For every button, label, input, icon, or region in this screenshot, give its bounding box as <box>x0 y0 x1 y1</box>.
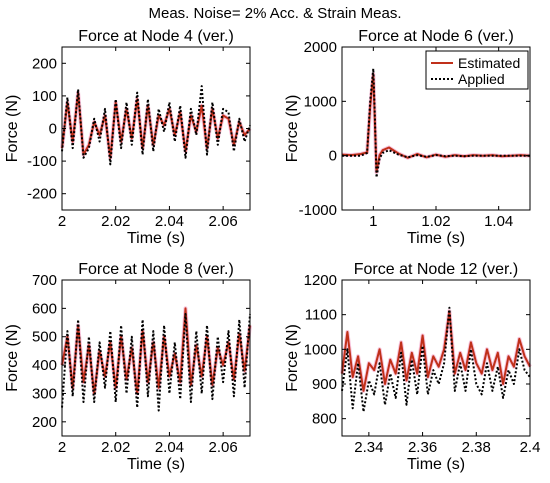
series-applied-line <box>342 67 530 179</box>
x-tick-label: 2.38 <box>462 439 491 456</box>
subplot-title: Force at Node 12 (ver.) <box>354 261 519 278</box>
y-tick-label: 0 <box>329 148 337 165</box>
x-tick-label: 2.04 <box>155 439 184 456</box>
y-tick-label: 200 <box>32 414 57 431</box>
axes-frame <box>341 279 531 437</box>
y-tick-label: 900 <box>312 376 337 393</box>
x-axis-label: Time (s) <box>127 230 185 247</box>
x-tick-label: 2.4 <box>520 439 541 456</box>
legend-label-applied: Applied <box>458 71 505 87</box>
y-tick-label: -200 <box>27 186 57 203</box>
y-tick-label: -100 <box>27 153 57 170</box>
x-tick-label: 2.06 <box>209 439 238 456</box>
y-tick-label: 1200 <box>304 272 337 289</box>
y-tick-label: 400 <box>32 357 57 374</box>
figure-title: Meas. Noise= 2% Acc. & Strain Meas. <box>148 5 401 22</box>
x-axis-label: Time (s) <box>127 456 185 473</box>
subplot-title: Force at Node 4 (ver.) <box>78 28 234 45</box>
y-tick-label: 2000 <box>304 39 337 56</box>
y-tick-label: 200 <box>32 55 57 72</box>
y-tick-label: 1100 <box>305 307 337 324</box>
x-tick-label: 2 <box>58 439 66 456</box>
x-tick-label: 2.04 <box>155 213 184 230</box>
y-tick-label: 700 <box>32 272 57 289</box>
y-tick-label: 500 <box>32 329 57 346</box>
legend-box <box>425 50 529 90</box>
y-tick-label: 600 <box>32 300 57 317</box>
axes-frame <box>61 279 251 437</box>
series-applied-line <box>61 85 251 166</box>
y-tick-label: -1000 <box>299 202 337 219</box>
subplot-grid: Force at Node 4 (ver.) 2 2.02 2.04 2.06 -200 -… <box>4 28 540 473</box>
x-axis-label: Time (s) <box>407 230 465 247</box>
y-tick-label: 1000 <box>304 93 337 110</box>
x-tick-label: 2.02 <box>101 439 130 456</box>
x-tick-label: 1.02 <box>421 213 450 230</box>
subplot-3: Force at Node 8 (ver.) 2 2.02 2.04 2.06 200 30… <box>4 261 252 473</box>
y-axis-label: Force (N) <box>4 324 21 392</box>
y-tick-label: 800 <box>312 411 337 428</box>
legend-label-estimated: Estimated <box>458 55 520 71</box>
y-axis-label: Force (N) <box>4 95 21 163</box>
series-applied-line <box>61 313 251 412</box>
subplot-2: Force at Node 6 (ver.) 1 1.02 1.04 -1000 0 100… <box>284 28 531 247</box>
y-tick-label: 0 <box>49 121 57 138</box>
x-tick-label: 2.06 <box>209 213 238 230</box>
y-tick-label: 300 <box>32 385 57 402</box>
subplot-title: Force at Node 6 (ver.) <box>358 28 514 45</box>
y-tick-label: 1000 <box>304 341 337 358</box>
x-axis-label: Time (s) <box>407 456 465 473</box>
x-tick-label: 1.04 <box>484 213 513 230</box>
y-axis-label: Force (N) <box>284 324 301 392</box>
x-tick-label: 2.02 <box>101 213 130 230</box>
subplot-4: Force at Node 12 (ver.) 2.34 2.36 2.38 2.4 80… <box>284 261 540 473</box>
x-tick-label: 1 <box>369 213 377 230</box>
series-estimated-line <box>341 310 531 392</box>
series-applied-line <box>341 306 531 413</box>
y-tick-label: 100 <box>32 88 57 105</box>
y-axis-label: Force (N) <box>284 95 301 163</box>
subplot-1: Force at Node 4 (ver.) 2 2.02 2.04 2.06 -200 -… <box>4 28 252 247</box>
x-tick-label: 2.36 <box>408 439 437 456</box>
x-tick-label: 2 <box>58 213 66 230</box>
x-tick-label: 2.34 <box>354 439 383 456</box>
subplot-title: Force at Node 8 (ver.) <box>78 261 234 278</box>
